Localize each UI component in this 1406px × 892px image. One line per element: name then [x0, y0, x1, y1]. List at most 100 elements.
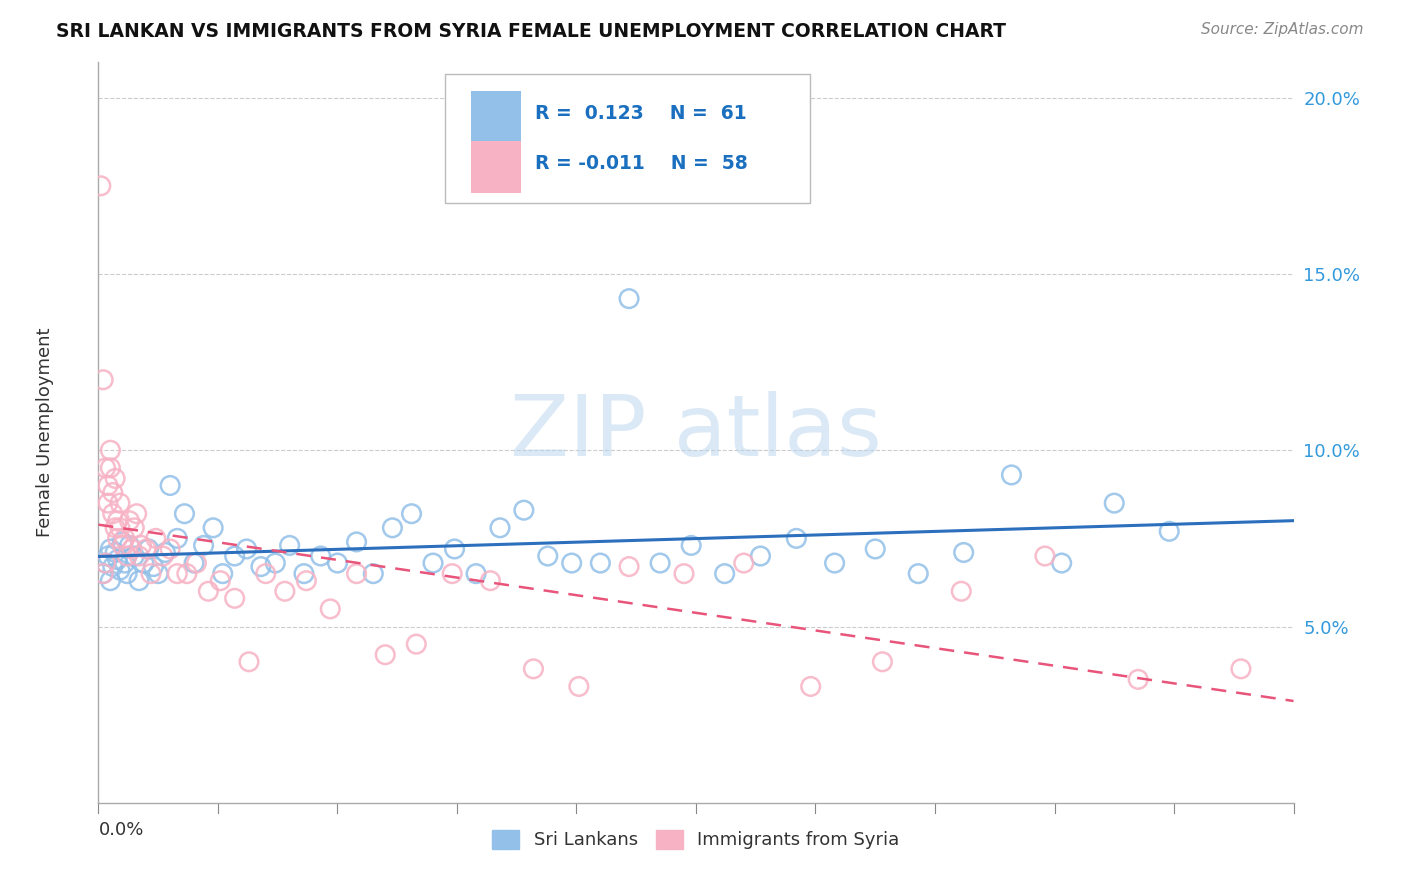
- Point: [145, 532, 167, 546]
- Point: [713, 566, 735, 581]
- Point: [142, 559, 165, 574]
- Point: [97, 496, 120, 510]
- Point: [479, 574, 502, 588]
- Point: [1050, 556, 1073, 570]
- Point: [98, 574, 122, 588]
- Point: [295, 574, 318, 588]
- Point: [824, 556, 846, 570]
- Point: [148, 566, 170, 581]
- Point: [681, 538, 703, 552]
- Point: [264, 556, 287, 570]
- Point: [138, 541, 160, 556]
- Point: [1000, 467, 1022, 482]
- Point: [104, 521, 127, 535]
- Point: [326, 556, 349, 570]
- Point: [907, 566, 929, 581]
- Point: [98, 461, 122, 475]
- Point: [568, 680, 591, 694]
- Point: [561, 556, 583, 570]
- Point: [152, 549, 174, 563]
- Point: [1128, 673, 1150, 687]
- Point: [94, 556, 117, 570]
- Point: [115, 549, 138, 563]
- Point: [381, 521, 404, 535]
- FancyBboxPatch shape: [446, 73, 810, 203]
- Point: [522, 662, 544, 676]
- Point: [128, 549, 150, 563]
- Point: [278, 538, 301, 552]
- Text: R = -0.011    N =  58: R = -0.011 N = 58: [534, 154, 748, 173]
- Point: [254, 566, 277, 581]
- Point: [115, 566, 138, 581]
- Point: [319, 602, 342, 616]
- Point: [235, 541, 257, 556]
- Text: Source: ZipAtlas.com: Source: ZipAtlas.com: [1201, 22, 1364, 37]
- Point: [274, 584, 297, 599]
- Bar: [471, 141, 522, 194]
- Point: [118, 514, 141, 528]
- Point: [309, 549, 332, 563]
- Point: [104, 471, 127, 485]
- Point: [111, 538, 134, 552]
- Point: [114, 532, 136, 546]
- Point: [186, 556, 208, 570]
- Point: [108, 521, 131, 535]
- Point: [124, 549, 146, 563]
- Point: [1104, 496, 1126, 510]
- Point: [183, 556, 205, 570]
- Point: [537, 549, 560, 563]
- Point: [785, 532, 807, 546]
- Legend: Sri Lankans, Immigrants from Syria: Sri Lankans, Immigrants from Syria: [485, 823, 907, 856]
- Point: [101, 507, 124, 521]
- Point: [159, 478, 181, 492]
- Point: [124, 521, 146, 535]
- Point: [91, 566, 114, 581]
- Point: [238, 655, 260, 669]
- Point: [202, 521, 225, 535]
- Point: [211, 566, 233, 581]
- Point: [952, 545, 974, 559]
- Point: [405, 637, 427, 651]
- Point: [589, 556, 612, 570]
- Point: [513, 503, 536, 517]
- Point: [176, 566, 198, 581]
- Point: [118, 538, 141, 552]
- Text: SRI LANKAN VS IMMIGRANTS FROM SYRIA FEMALE UNEMPLOYMENT CORRELATION CHART: SRI LANKAN VS IMMIGRANTS FROM SYRIA FEMA…: [56, 22, 1007, 41]
- Point: [617, 292, 640, 306]
- Point: [950, 584, 973, 599]
- Point: [733, 556, 755, 570]
- Point: [489, 521, 512, 535]
- Point: [98, 541, 122, 556]
- Point: [97, 478, 120, 492]
- Point: [443, 541, 465, 556]
- Point: [104, 545, 127, 559]
- Point: [1033, 549, 1056, 563]
- Point: [108, 563, 131, 577]
- Point: [422, 556, 444, 570]
- Point: [617, 559, 640, 574]
- Point: [250, 559, 273, 574]
- Point: [749, 549, 772, 563]
- Point: [173, 507, 195, 521]
- Point: [107, 552, 129, 566]
- Point: [1230, 662, 1253, 676]
- Point: [209, 574, 232, 588]
- Point: [90, 178, 112, 193]
- Point: [108, 496, 131, 510]
- Point: [465, 566, 488, 581]
- Point: [128, 574, 150, 588]
- Text: ZIP atlas: ZIP atlas: [510, 391, 882, 475]
- Point: [101, 559, 124, 574]
- Point: [1159, 524, 1181, 539]
- Point: [94, 556, 117, 570]
- Point: [673, 566, 696, 581]
- Point: [107, 514, 129, 528]
- Point: [401, 507, 423, 521]
- Point: [166, 532, 188, 546]
- Point: [441, 566, 464, 581]
- Point: [98, 443, 122, 458]
- Point: [107, 532, 129, 546]
- Point: [94, 461, 117, 475]
- Point: [346, 566, 368, 581]
- Bar: [471, 91, 522, 143]
